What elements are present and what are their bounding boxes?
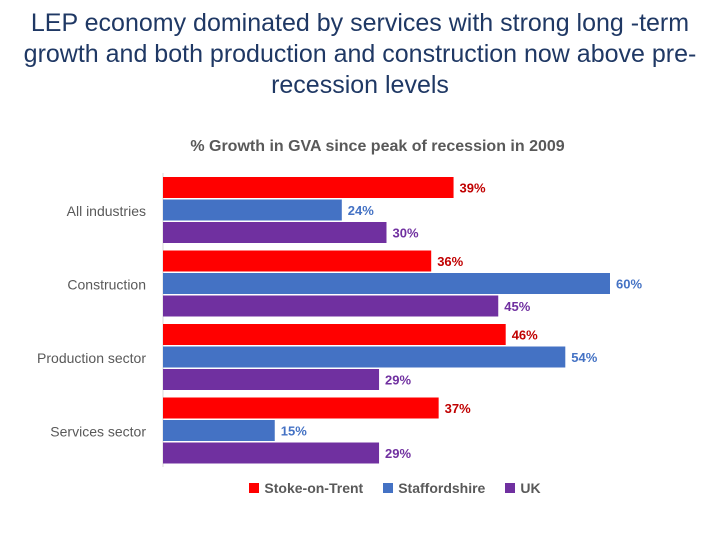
bar-uk-all-industries xyxy=(163,222,387,243)
bar-staffordshire-services-sector xyxy=(163,420,275,441)
data-label-stoke-on-trent-all-industries: 39% xyxy=(460,181,486,196)
legend-item-uk: UK xyxy=(505,480,541,496)
chart-legend: Stoke-on-Trent Staffordshire UK xyxy=(0,480,720,496)
bar-uk-construction xyxy=(163,295,499,317)
slide-title-text: LEP economy dominated by services with s… xyxy=(23,9,697,99)
data-label-staffordshire-all-industries: 24% xyxy=(348,203,374,218)
data-label-uk-services-sector: 29% xyxy=(385,446,411,461)
slide-title: LEP economy dominated by services with s… xyxy=(0,8,720,101)
data-label-staffordshire-construction: 60% xyxy=(616,277,642,292)
legend-item-stoke: Stoke-on-Trent xyxy=(249,480,363,496)
data-label-uk-production-sector: 29% xyxy=(385,373,411,388)
legend-swatch-staffordshire xyxy=(383,483,394,493)
bar-stoke-on-trent-production-sector xyxy=(163,324,506,345)
data-label-staffordshire-services-sector: 15% xyxy=(281,424,307,439)
data-label-uk-all-industries: 30% xyxy=(393,226,419,241)
legend-swatch-stoke xyxy=(249,483,260,493)
bar-stoke-on-trent-services-sector xyxy=(163,397,439,419)
bar-uk-services-sector xyxy=(163,442,380,464)
bar-uk-production-sector xyxy=(163,369,380,390)
legend-label-stoke: Stoke-on-Trent xyxy=(264,480,364,496)
category-label-construction: Construction xyxy=(67,276,146,292)
bar-stoke-on-trent-construction xyxy=(163,250,432,272)
legend-label-staffordshire: Staffordshire xyxy=(398,480,486,496)
bar-staffordshire-all-industries xyxy=(163,199,342,221)
category-label-services-sector: Services sector xyxy=(50,423,146,439)
data-label-staffordshire-production-sector: 54% xyxy=(571,350,597,365)
legend-item-staffordshire: Staffordshire xyxy=(383,480,485,496)
category-label-all-industries: All industries xyxy=(67,203,146,219)
data-label-uk-construction: 45% xyxy=(504,299,530,314)
bar-stoke-on-trent-all-industries xyxy=(163,177,454,198)
chart-title: % Growth in GVA since peak of recession … xyxy=(190,138,565,155)
legend-swatch-uk xyxy=(505,483,516,493)
bar-staffordshire-production-sector xyxy=(163,346,566,368)
legend-label-uk: UK xyxy=(520,480,541,496)
category-label-production-sector: Production sector xyxy=(37,350,146,366)
data-label-stoke-on-trent-services-sector: 37% xyxy=(445,401,471,416)
bar-staffordshire-construction xyxy=(163,273,610,294)
data-label-stoke-on-trent-construction: 36% xyxy=(437,254,463,269)
data-label-stoke-on-trent-production-sector: 46% xyxy=(512,328,538,343)
